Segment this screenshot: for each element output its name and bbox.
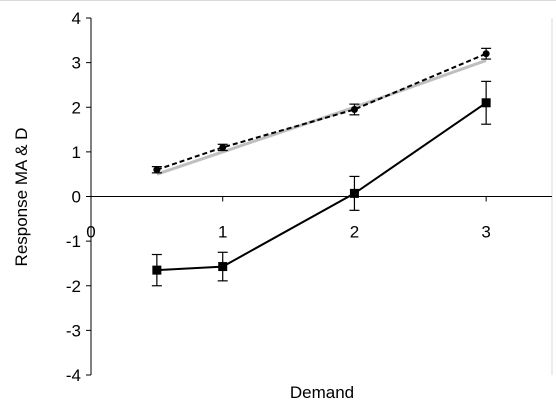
- x-tick-label: 0: [86, 223, 95, 242]
- data-point: [153, 166, 161, 174]
- y-tick-label: -1: [66, 232, 81, 251]
- y-axis-title: Response MA & D: [12, 128, 31, 267]
- x-tick-label: 2: [350, 223, 359, 242]
- series-line: [156, 58, 487, 176]
- series-2: [156, 58, 487, 176]
- series-3: [151, 80, 492, 287]
- y-axis-ticks: 4 3 2 1 0 -1 -2 -3 -4: [66, 9, 91, 385]
- series-line: [156, 52, 487, 171]
- y-tick-label: 4: [72, 9, 81, 28]
- y-tick-label: -2: [66, 277, 81, 296]
- x-axis-title: Demand: [290, 383, 354, 402]
- y-tick-label: -3: [66, 321, 81, 340]
- x-tick-label: 3: [481, 223, 490, 242]
- data-point: [349, 188, 359, 198]
- x-axis-ticks: 0 1 2 3: [86, 196, 491, 242]
- plot-area: [90, 18, 553, 375]
- data-point: [481, 98, 491, 108]
- y-tick-label: 3: [72, 54, 81, 73]
- series-1: [151, 47, 492, 174]
- y-tick-label: 1: [72, 143, 81, 162]
- data-point: [152, 265, 162, 275]
- y-tick-label: -4: [66, 366, 81, 385]
- series-layer: [151, 47, 492, 287]
- y-tick-label: 2: [72, 98, 81, 117]
- series-line: [156, 101, 487, 272]
- data-point: [482, 50, 490, 58]
- data-point: [350, 105, 358, 113]
- data-point: [219, 143, 227, 151]
- y-tick-label: 0: [72, 188, 81, 207]
- x-tick-label: 1: [218, 223, 227, 242]
- data-point: [218, 262, 228, 272]
